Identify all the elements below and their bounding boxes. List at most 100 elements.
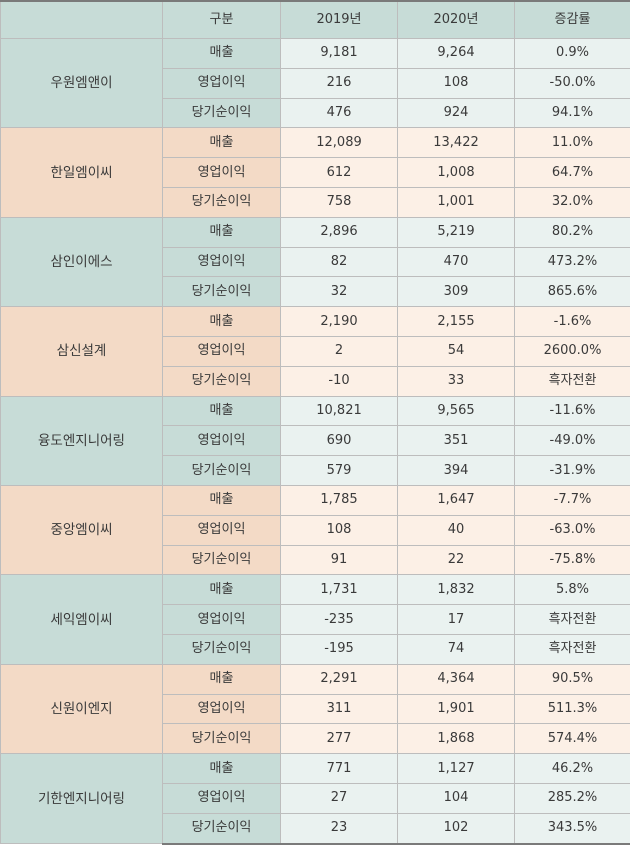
- value-2020-cell: 1,868: [398, 724, 515, 754]
- change-rate-cell: 94.1%: [515, 98, 630, 128]
- metric-label-cell: 당기순이익: [163, 456, 281, 486]
- change-rate-cell: 46.2%: [515, 754, 630, 784]
- value-2019-cell: 12,089: [281, 128, 398, 158]
- company-name-cell: 우원엠앤이: [1, 39, 163, 128]
- metric-label-cell: 영업이익: [163, 158, 281, 188]
- value-2020-cell: 394: [398, 456, 515, 486]
- value-2019-cell: 1,785: [281, 485, 398, 515]
- value-2020-cell: 22: [398, 545, 515, 575]
- value-2020-cell: 40: [398, 515, 515, 545]
- value-2020-cell: 924: [398, 98, 515, 128]
- metric-label-cell: 당기순이익: [163, 545, 281, 575]
- value-2020-cell: 104: [398, 783, 515, 813]
- metric-label-cell: 매출: [163, 39, 281, 69]
- value-2020-cell: 1,001: [398, 187, 515, 217]
- value-2019-cell: 32: [281, 277, 398, 307]
- value-2019-cell: 758: [281, 187, 398, 217]
- header-empty-cell: [1, 1, 163, 39]
- change-rate-cell: -50.0%: [515, 68, 630, 98]
- value-2020-cell: 102: [398, 813, 515, 843]
- change-rate-cell: 흑자전환: [515, 366, 630, 396]
- value-2020-cell: 309: [398, 277, 515, 307]
- metric-label-cell: 영업이익: [163, 247, 281, 277]
- value-2020-cell: 470: [398, 247, 515, 277]
- change-rate-cell: 32.0%: [515, 187, 630, 217]
- metric-label-cell: 당기순이익: [163, 634, 281, 664]
- value-2019-cell: 476: [281, 98, 398, 128]
- header-category: 구분: [163, 1, 281, 39]
- value-2020-cell: 1,647: [398, 485, 515, 515]
- value-2019-cell: -10: [281, 366, 398, 396]
- company-name-cell: 한일엠이씨: [1, 128, 163, 217]
- change-rate-cell: 473.2%: [515, 247, 630, 277]
- value-2019-cell: 27: [281, 783, 398, 813]
- value-2019-cell: 311: [281, 694, 398, 724]
- change-rate-cell: -63.0%: [515, 515, 630, 545]
- value-2020-cell: 13,422: [398, 128, 515, 158]
- value-2020-cell: 1,832: [398, 575, 515, 605]
- header-2019: 2019년: [281, 1, 398, 39]
- metric-label-cell: 영업이익: [163, 426, 281, 456]
- value-2019-cell: 9,181: [281, 39, 398, 69]
- value-2019-cell: 612: [281, 158, 398, 188]
- value-2019-cell: 23: [281, 813, 398, 843]
- company-name-cell: 중앙엠이씨: [1, 485, 163, 574]
- value-2019-cell: 216: [281, 68, 398, 98]
- value-2019-cell: 690: [281, 426, 398, 456]
- company-name-cell: 융도엔지니어링: [1, 396, 163, 485]
- metric-label-cell: 매출: [163, 307, 281, 337]
- value-2020-cell: 9,565: [398, 396, 515, 426]
- company-name-cell: 기한엔지니어링: [1, 754, 163, 844]
- metric-label-cell: 당기순이익: [163, 187, 281, 217]
- change-rate-cell: 574.4%: [515, 724, 630, 754]
- change-rate-cell: 80.2%: [515, 217, 630, 247]
- metric-label-cell: 당기순이익: [163, 98, 281, 128]
- change-rate-cell: 90.5%: [515, 664, 630, 694]
- change-rate-cell: -7.7%: [515, 485, 630, 515]
- metric-label-cell: 매출: [163, 396, 281, 426]
- metric-label-cell: 영업이익: [163, 515, 281, 545]
- value-2020-cell: 1,127: [398, 754, 515, 784]
- change-rate-cell: 흑자전환: [515, 634, 630, 664]
- company-name-cell: 삼신설계: [1, 307, 163, 396]
- value-2019-cell: -235: [281, 605, 398, 635]
- value-2020-cell: 2,155: [398, 307, 515, 337]
- value-2019-cell: 2,291: [281, 664, 398, 694]
- company-name-cell: 세익엠이씨: [1, 575, 163, 664]
- value-2020-cell: 5,219: [398, 217, 515, 247]
- value-2020-cell: 54: [398, 336, 515, 366]
- metric-label-cell: 매출: [163, 217, 281, 247]
- value-2019-cell: 579: [281, 456, 398, 486]
- company-name-cell: 신원이엔지: [1, 664, 163, 753]
- change-rate-cell: 11.0%: [515, 128, 630, 158]
- change-rate-cell: -75.8%: [515, 545, 630, 575]
- change-rate-cell: -1.6%: [515, 307, 630, 337]
- value-2019-cell: 277: [281, 724, 398, 754]
- metric-label-cell: 매출: [163, 575, 281, 605]
- value-2020-cell: 4,364: [398, 664, 515, 694]
- value-2020-cell: 108: [398, 68, 515, 98]
- metric-label-cell: 매출: [163, 754, 281, 784]
- metric-label-cell: 당기순이익: [163, 724, 281, 754]
- company-name-cell: 삼인이에스: [1, 217, 163, 306]
- change-rate-cell: 2600.0%: [515, 336, 630, 366]
- value-2020-cell: 33: [398, 366, 515, 396]
- value-2020-cell: 1,008: [398, 158, 515, 188]
- value-2019-cell: 108: [281, 515, 398, 545]
- table-header: 구분 2019년 2020년 증감률: [1, 1, 630, 39]
- header-row: 구분 2019년 2020년 증감률: [1, 1, 630, 39]
- value-2019-cell: 771: [281, 754, 398, 784]
- change-rate-cell: -31.9%: [515, 456, 630, 486]
- change-rate-cell: 흑자전환: [515, 605, 630, 635]
- change-rate-cell: 64.7%: [515, 158, 630, 188]
- change-rate-cell: 0.9%: [515, 39, 630, 69]
- metric-label-cell: 당기순이익: [163, 366, 281, 396]
- metric-label-cell: 영업이익: [163, 605, 281, 635]
- value-2019-cell: 1,731: [281, 575, 398, 605]
